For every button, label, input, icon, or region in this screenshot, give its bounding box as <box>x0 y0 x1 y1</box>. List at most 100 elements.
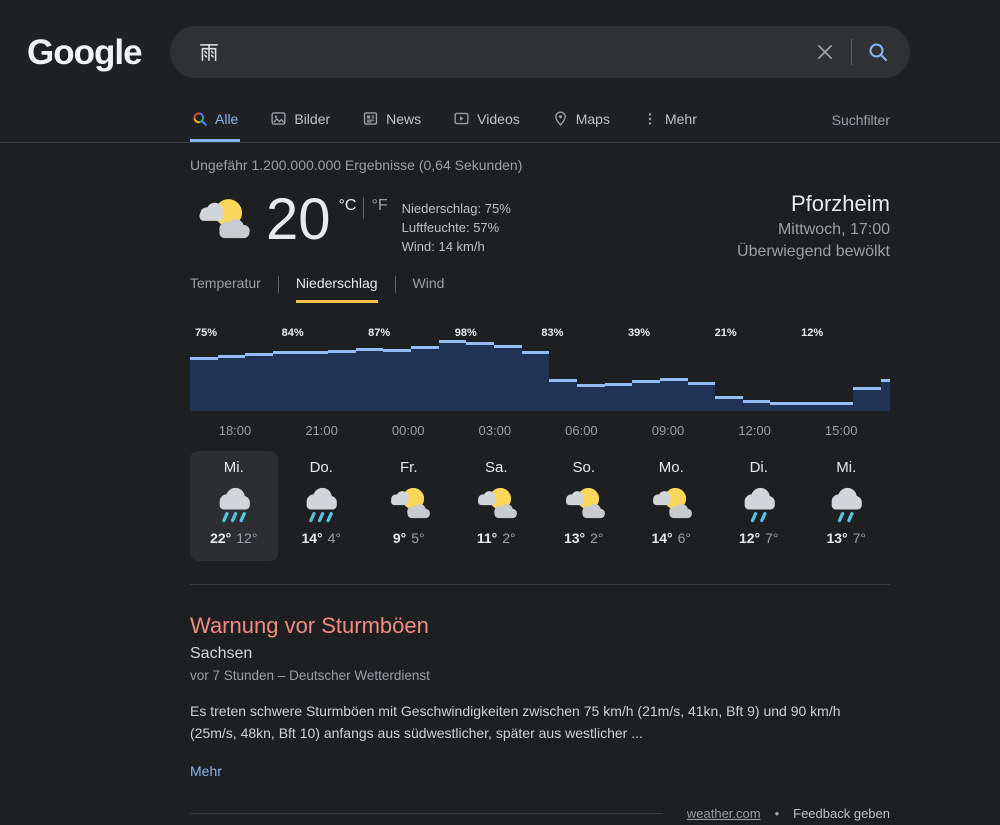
tab-label: Bilder <box>294 110 331 127</box>
precip-bar[interactable] <box>715 395 743 411</box>
source-link[interactable]: weather.com <box>686 806 761 821</box>
forecast-day-cell[interactable]: Mi. 13° 7° <box>803 451 891 561</box>
day-low: 7° <box>765 530 779 546</box>
precip-bar[interactable] <box>742 400 771 411</box>
precip-bar[interactable] <box>576 383 605 411</box>
time-label: 03:00 <box>478 423 512 438</box>
precip-time-labels: 18:00 21:00 00:00 03:00 06:00 09:00 12:00 15:00 <box>190 423 890 438</box>
warning-more-link[interactable]: Mehr <box>190 763 222 779</box>
precip-bar[interactable] <box>245 352 273 411</box>
time-label: 12:00 <box>738 423 771 438</box>
precip-bar[interactable] <box>217 354 246 411</box>
precip-bar[interactable] <box>190 357 218 411</box>
percent-label: 84% <box>281 327 304 339</box>
time-label: 09:00 <box>651 423 685 438</box>
day-low: 6° <box>677 530 692 546</box>
widget-footer: weather.com • Feedback geben <box>190 806 890 821</box>
precip-bar[interactable] <box>632 380 660 411</box>
feedback-link[interactable]: Feedback geben <box>793 806 890 821</box>
day-temps: 14° 6° <box>651 530 691 546</box>
precip-bar[interactable] <box>825 402 854 411</box>
tab-mehr[interactable]: Mehr <box>640 98 699 142</box>
tab-bilder[interactable]: Bilder <box>268 98 332 142</box>
tab-maps[interactable]: Maps <box>550 98 612 142</box>
forecast-day-cell[interactable]: Mi. 22° 12° <box>190 451 278 561</box>
precip-bar[interactable] <box>355 348 384 411</box>
warning-body: Es treten schwere Sturmböen mit Geschwin… <box>190 703 841 741</box>
light-rain-icon <box>744 487 775 523</box>
precip-bar[interactable] <box>521 351 550 411</box>
search-submit-button[interactable] <box>864 38 892 66</box>
forecast-day-cell[interactable]: So. 13° 2° <box>540 451 628 561</box>
time-label: 06:00 <box>565 423 598 438</box>
precip-bar[interactable] <box>549 378 577 411</box>
weather-current: 20 °C °F Niederschlag: 75% Luftfeuchte: … <box>190 191 890 261</box>
day-high: 13° <box>826 530 848 546</box>
forecast-day-cell[interactable]: Fr. 9° 5° <box>365 451 453 561</box>
precip-bar[interactable] <box>604 382 633 411</box>
search-header: Google <box>0 0 1000 143</box>
day-label: Di. <box>749 459 768 476</box>
rain-icon <box>306 487 338 523</box>
precip-bar[interactable] <box>853 387 882 411</box>
day-temps: 11° 2° <box>477 530 516 546</box>
weather-metric-tabs: Temperatur Niederschlag Wind <box>190 275 890 303</box>
search-filter-button[interactable]: Suchfilter <box>831 112 890 128</box>
forecast-day-cell[interactable]: Sa. 11° 2° <box>453 451 541 561</box>
clear-search-button[interactable] <box>811 38 839 66</box>
percent-label: 12% <box>801 327 824 339</box>
precip-bar[interactable] <box>272 350 301 411</box>
precip-bar[interactable] <box>383 349 412 411</box>
forecast-day-cell[interactable]: Do. 14° 4° <box>278 451 366 561</box>
precip-bar[interactable] <box>300 351 329 411</box>
tab-niederschlag[interactable]: Niederschlag <box>295 275 378 303</box>
day-high: 11° <box>476 530 498 546</box>
tab-news[interactable]: News <box>360 98 423 142</box>
google-logo[interactable]: Google <box>27 33 143 72</box>
precip-bar[interactable] <box>687 382 716 411</box>
unit-divider <box>363 197 365 219</box>
tab-videos[interactable]: Videos <box>451 98 522 142</box>
tab-wind[interactable]: Wind <box>412 275 445 291</box>
wtab-divider <box>394 276 396 293</box>
location-datetime: Mittwoch, 17:00 <box>777 221 890 238</box>
precip-bar[interactable] <box>411 346 439 411</box>
forecast-day-cell[interactable]: Di. 12° 7° <box>715 451 803 561</box>
precip-bar[interactable] <box>494 345 522 411</box>
percent-label: 39% <box>627 327 651 339</box>
unit-fahrenheit-toggle[interactable]: °F <box>371 197 388 214</box>
forecast-day-cell[interactable]: Mo. 14° 6° <box>628 451 716 561</box>
precip-bar[interactable] <box>770 401 799 411</box>
day-low: 2° <box>590 530 604 546</box>
day-label: Mi. <box>836 459 857 476</box>
day-label: Mi. <box>223 459 244 476</box>
searchbar-divider <box>851 39 852 65</box>
tab-label: Maps <box>575 110 610 127</box>
tab-temperatur[interactable]: Temperatur <box>190 275 261 291</box>
detail-wind: Wind: 14 km/h <box>401 239 485 254</box>
wtab-divider <box>277 276 279 293</box>
precip-bar[interactable] <box>328 349 356 411</box>
tab-label: Alle <box>215 110 239 127</box>
day-low: 7° <box>852 530 867 546</box>
day-label: So. <box>572 459 595 476</box>
precip-bar[interactable] <box>466 341 495 411</box>
news-icon <box>364 112 378 125</box>
video-icon <box>454 112 469 125</box>
day-low: 5° <box>411 530 425 546</box>
search-input[interactable] <box>170 26 910 78</box>
precip-bar[interactable] <box>798 402 826 411</box>
precip-bar-edge[interactable] <box>881 378 891 411</box>
close-icon <box>818 45 832 59</box>
warning-title-link[interactable]: Warnung vor Sturmböen <box>190 613 429 638</box>
percent-label: 75% <box>194 327 218 339</box>
precip-bar[interactable] <box>659 377 688 411</box>
precip-bar[interactable] <box>438 340 467 411</box>
tab-alle[interactable]: Alle <box>190 98 241 142</box>
result-tabs: Alle Bilder News Videos <box>190 98 699 142</box>
unit-celsius-toggle[interactable]: °C <box>338 197 357 214</box>
location-block: Pforzheim Mittwoch, 17:00 Überwiegend be… <box>737 191 890 261</box>
day-temps: 22° 12° <box>210 530 257 546</box>
day-high: 9° <box>392 530 407 546</box>
precip-bars <box>190 339 891 411</box>
